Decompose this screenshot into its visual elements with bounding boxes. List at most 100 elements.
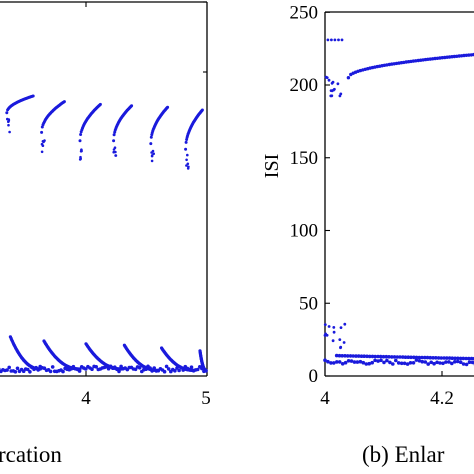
lower-band-point — [204, 369, 208, 373]
left-caption: rcation — [0, 442, 62, 467]
lower-curve-point — [387, 355, 391, 359]
lower-band-point — [467, 360, 472, 365]
lower-cluster-point — [342, 341, 346, 344]
lower-band-point — [461, 362, 466, 366]
right-xtick-label-4-2: 4.2 — [430, 388, 454, 409]
lower-band-point — [376, 359, 380, 363]
lower-curve-point — [458, 356, 463, 361]
lower-band-point — [438, 361, 442, 365]
lower-band-point — [166, 367, 171, 371]
lower-band-point — [337, 360, 342, 364]
lower-band-point — [94, 365, 98, 369]
lower-band-point — [181, 368, 185, 372]
right-xtick-label-4: 4 — [320, 388, 330, 409]
lower-curve-point — [450, 356, 455, 361]
lower-curve-point — [442, 356, 446, 360]
upper-branch-point — [150, 159, 154, 163]
lower-curve-point — [417, 355, 422, 360]
lower-band-point — [144, 367, 148, 372]
lower-band-point — [329, 361, 333, 365]
lower-cluster-point — [332, 330, 336, 334]
lower-curve-point — [356, 354, 361, 358]
lower-band-point — [117, 369, 121, 374]
lower-band-point — [420, 359, 425, 364]
upper-branch-point — [41, 144, 45, 147]
upper-branch-point — [200, 108, 204, 112]
lower-band-point — [152, 366, 156, 370]
upper-cluster-point — [331, 80, 335, 84]
upper-branch-point — [114, 154, 117, 157]
right-ylabel: ISI — [261, 154, 283, 178]
lower-band-point — [326, 359, 330, 364]
lower-curve-point — [436, 356, 441, 360]
upper-branch-point — [31, 94, 35, 98]
right-ytick-label: 150 — [290, 148, 319, 169]
lower-band-point — [455, 359, 460, 364]
lower-curve-point — [343, 354, 347, 358]
lower-band-point — [458, 360, 463, 365]
upper-cluster-point — [329, 89, 333, 92]
lower-band-point — [435, 360, 439, 365]
upper-branch-point — [149, 135, 153, 139]
upper-cluster-point — [325, 76, 329, 79]
upper-isolated-point — [330, 38, 333, 42]
lower-band-point — [162, 369, 167, 374]
lower-band-point — [77, 369, 82, 373]
lower-curve-point — [403, 355, 408, 360]
right-ytick-label: 100 — [290, 221, 319, 242]
upper-cluster-point — [327, 78, 331, 82]
lower-curve-point — [351, 354, 356, 358]
lower-band-point — [411, 361, 416, 365]
upper-cluster-point — [330, 94, 334, 98]
upper-isolated-point — [326, 38, 330, 42]
lower-band-point — [444, 360, 448, 364]
lower-band-point — [388, 360, 392, 365]
lower-band-point — [370, 360, 375, 365]
lower-curve-point — [345, 354, 350, 358]
lower-cluster-point — [339, 326, 343, 329]
lower-band-point — [26, 367, 30, 372]
lower-band-point — [36, 368, 40, 372]
lower-curve-point — [431, 356, 435, 360]
lower-curve-point — [434, 356, 438, 360]
upper-branch-point — [6, 117, 9, 121]
lower-cluster-point — [324, 332, 327, 336]
lower-curve-point — [381, 354, 386, 359]
lower-curve-point — [392, 355, 397, 359]
lower-band-point — [352, 360, 357, 364]
upper-branch-point — [79, 133, 83, 136]
lower-band-point — [414, 358, 419, 362]
lower-band-point — [340, 362, 345, 366]
lower-curve-point — [390, 355, 394, 359]
lower-curve-point — [412, 355, 416, 360]
lower-band-point — [373, 358, 377, 363]
lower-band-point — [332, 361, 336, 365]
lower-curve-point — [453, 356, 457, 361]
lower-band-point — [396, 361, 401, 365]
lower-band-point — [408, 361, 413, 365]
lower-band-point — [447, 360, 451, 364]
lower-band-point — [379, 358, 383, 363]
lower-band-point — [50, 365, 55, 369]
upper-cluster-point — [333, 87, 336, 91]
right-ytick-label: 0 — [309, 366, 319, 387]
lower-band-point — [394, 358, 398, 363]
upper-curve-point — [467, 53, 471, 57]
lower-band-point — [133, 367, 138, 372]
lower-band-point — [7, 365, 11, 370]
right-ytick-label: 50 — [299, 293, 318, 314]
lower-curve-point — [456, 356, 460, 361]
lower-band-point — [349, 359, 354, 363]
lower-curve-point — [414, 355, 419, 360]
upper-branch-point — [79, 157, 82, 161]
lower-curve-point — [348, 354, 353, 358]
lower-band-point — [464, 362, 469, 367]
left-xtick-label-4: 4 — [81, 388, 91, 409]
lower-band-point — [391, 362, 395, 366]
lower-cluster-point — [343, 322, 347, 326]
lower-band-point — [364, 362, 369, 366]
lower-curve-point — [467, 356, 471, 361]
upper-branch-point — [78, 139, 82, 143]
lower-band-point — [355, 360, 360, 364]
